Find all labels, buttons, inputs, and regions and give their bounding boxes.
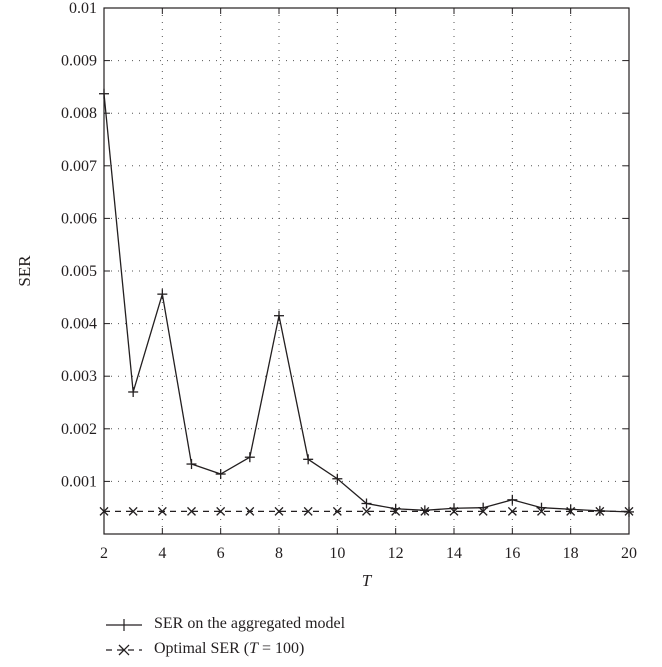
legend-label-optimal-prefix: Optimal SER ( [154,640,250,657]
data-point-plus [565,504,576,515]
series-layer [99,88,634,517]
axis-ticks [103,7,630,534]
x-tick-label: 8 [275,545,283,562]
data-point-cross [274,506,284,516]
y-tick-label: 0.004 [61,316,97,333]
y-tick-labels: 0.001 0.002 0.003 0.004 0.005 0.006 0.007 0.008… [61,0,97,490]
data-point-cross [332,506,342,516]
data-point-cross [391,506,401,516]
series-line [103,93,630,513]
x-tick-label: 12 [388,545,404,562]
data-point-cross [449,506,459,516]
data-point-cross [507,506,517,516]
y-tick-label: 0.003 [61,368,97,385]
data-point-cross [187,506,196,516]
x-tick-label: 14 [446,545,462,562]
x-tick-label: 10 [329,545,345,562]
data-point-plus [332,473,343,484]
x-tick-labels: 2 4 6 8 10 12 14 16 18 20 [100,545,637,562]
x-tick-label: 18 [563,545,579,562]
data-point-plus [215,469,226,480]
data-point-plus [361,498,372,509]
y-tick-label: 0.01 [69,0,97,17]
legend-label-optimal-var: T [249,640,259,657]
y-tick-label: 0.008 [61,105,97,122]
legend-label-aggregated: SER on the aggregated model [154,615,346,632]
x-tick-label: 16 [504,545,520,562]
y-tick-label: 0.005 [61,263,97,280]
data-point-plus [99,88,109,99]
x-tick-label: 6 [217,545,225,562]
data-point-cross [624,506,634,516]
data-point-cross [216,506,226,516]
legend-label-optimal-suffix: = 100) [258,640,305,657]
y-tick-label: 0.009 [61,53,97,70]
data-point-cross [303,506,313,516]
data-point-plus [244,452,255,463]
data-point-cross [595,506,605,516]
y-tick-label: 0.001 [61,473,97,490]
data-point-plus [274,310,284,321]
plot-frame [103,7,630,535]
series-aggregated [99,88,634,517]
data-point-plus [303,454,314,465]
data-point-cross [478,506,488,516]
data-point-plus [128,386,139,397]
series-optimal [99,506,634,516]
data-point-plus [157,289,168,300]
y-tick-label: 0.006 [61,210,97,227]
y-tick-label: 0.007 [61,158,97,175]
x-tick-label: 4 [158,545,166,562]
x-tick-label: 2 [100,545,108,562]
data-point-cross [245,506,255,516]
y-tick-label: 0.002 [61,421,97,438]
y-axis-label: SER [15,255,34,287]
data-point-cross [537,506,546,516]
legend-symbol-plus-line [106,619,142,631]
data-point-plus [186,459,197,470]
line-chart: 2 4 6 8 10 12 14 16 18 20 0.0010.0020.0030.0040.0… [15,0,637,590]
data-point-cross [420,506,430,516]
data-point-cross [99,506,109,516]
data-point-cross [362,506,371,516]
x-axis-label: T [362,571,373,590]
legend-label-optimal: Optimal SER (T = 100) [154,640,304,658]
data-point-cross [157,506,167,516]
grid-lines [104,8,629,534]
legend-symbol-cross-dashed [106,644,142,656]
data-point-cross [128,506,138,516]
data-point-plus [507,494,518,505]
x-tick-label: 20 [621,545,637,562]
data-point-cross [566,506,576,516]
data-point-plus [419,505,430,516]
